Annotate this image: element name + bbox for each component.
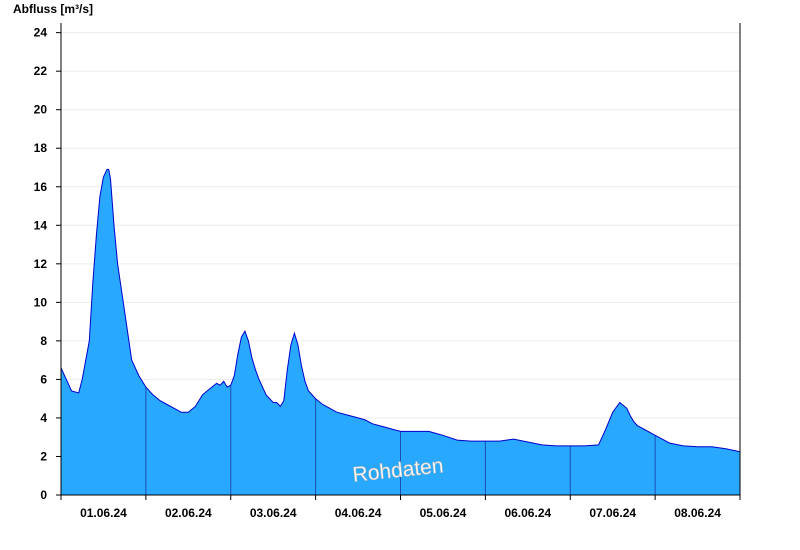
x-tick-label-0: 01.06.24 (80, 506, 127, 520)
x-tick-label-6: 07.06.24 (589, 506, 636, 520)
y-axis-label: Abfluss [m³/s] (13, 2, 93, 16)
y-tick-label-9: 18 (34, 141, 48, 155)
discharge-line (60, 168, 741, 453)
x-tick-label-3: 04.06.24 (335, 506, 382, 520)
y-tick-label-0: 0 (40, 488, 47, 502)
x-tick-label-4: 05.06.24 (420, 506, 467, 520)
y-tick-label-11: 22 (34, 64, 48, 78)
gridlines (61, 32, 740, 457)
x-tick-label-2: 03.06.24 (250, 506, 297, 520)
y-tick-label-8: 16 (34, 180, 48, 194)
y-tick-label-4: 8 (40, 334, 47, 348)
y-tick-label-5: 10 (34, 295, 48, 309)
y-tick-label-1: 2 (40, 449, 47, 463)
y-tick-label-10: 20 (34, 103, 48, 117)
y-tick-label-12: 24 (34, 26, 48, 40)
y-tick-label-7: 14 (34, 218, 48, 232)
y-tick-label-6: 12 (34, 257, 48, 271)
x-tick-label-5: 06.06.24 (504, 506, 551, 520)
day-separators (145, 385, 656, 495)
x-tick-label-1: 02.06.24 (165, 506, 212, 520)
y-tick-label-3: 6 (40, 372, 47, 386)
x-ticks: 01.06.24 02.06.24 03.06.24 04.06.24 05.06.24… (60, 495, 741, 520)
y-tick-label-2: 4 (40, 411, 47, 425)
x-tick-label-7: 08.06.24 (674, 506, 721, 520)
